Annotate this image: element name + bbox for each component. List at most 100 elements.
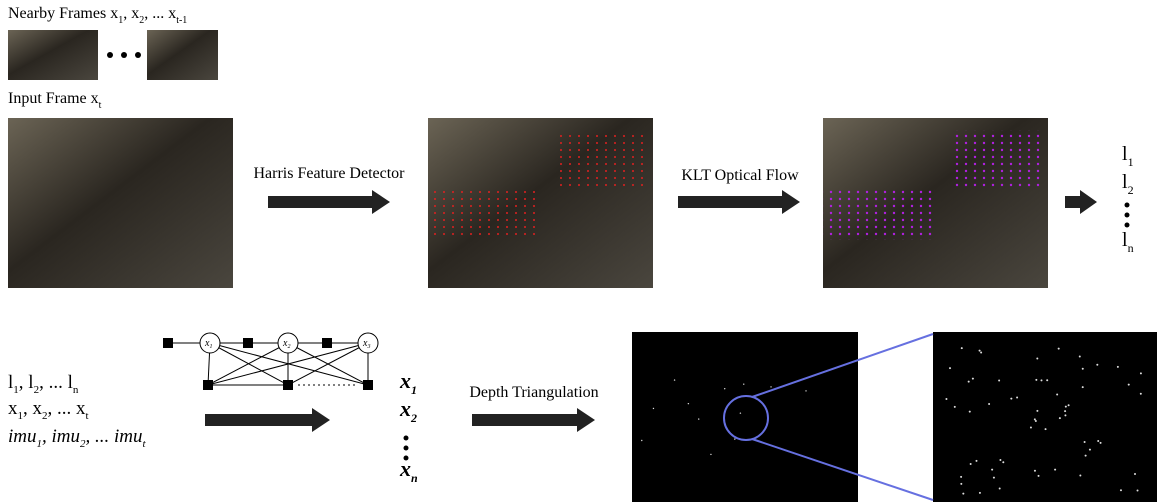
depth-point: [1140, 372, 1142, 374]
input-list: x1, x2, ... xt: [8, 398, 89, 422]
depth-point: [1064, 410, 1066, 412]
depth-point: [993, 477, 995, 479]
input-list: imu1, imu2, ... imut: [8, 426, 147, 450]
depth-point: [641, 440, 642, 441]
subscript: t: [143, 438, 147, 450]
depth-point: [980, 352, 982, 354]
subscript: 1: [1128, 155, 1134, 169]
label-text: , x: [23, 398, 43, 419]
subscript: 2: [287, 344, 290, 350]
label-text: x: [399, 456, 411, 481]
klt-label: KLT Optical Flow: [681, 167, 799, 184]
label-text: x: [399, 368, 411, 393]
depth-point: [740, 412, 741, 413]
depth-point: [1068, 404, 1070, 406]
nearby-frame: [8, 30, 98, 80]
depth-point: [1137, 489, 1139, 491]
depth-point: [1035, 379, 1037, 381]
landmark: l1: [1122, 143, 1134, 169]
depth-point: [954, 406, 956, 408]
depth-point: [960, 476, 962, 478]
tracked-points: [955, 130, 1045, 190]
label-text: , x: [123, 5, 139, 22]
depth-point: [960, 483, 962, 485]
depth-point: [734, 438, 735, 439]
subscript: 2: [1128, 183, 1134, 197]
depth-point: [1128, 384, 1130, 386]
depth-point: [710, 454, 711, 455]
factor-graph: [168, 333, 378, 385]
depth-point: [1056, 394, 1058, 396]
subscript: t-1: [176, 15, 187, 26]
nearby-frame: [147, 30, 218, 80]
depth-point: [1065, 406, 1067, 408]
depth-point: [724, 388, 725, 389]
ellipsis: [107, 52, 141, 58]
tracked-points: [823, 190, 933, 240]
depth-point: [991, 469, 993, 471]
input-frame-label: Input Frame xt: [8, 90, 102, 111]
depth-point: [979, 350, 981, 352]
depth-point: [1002, 461, 1004, 463]
depth-point: [1016, 397, 1018, 399]
subscript: 2: [410, 411, 417, 425]
subscript: n: [411, 471, 418, 485]
label-text: , ... x: [48, 398, 87, 419]
depth-point: [1040, 379, 1042, 381]
depth-point: [674, 379, 675, 380]
feature-points: [560, 130, 650, 190]
depth-point: [998, 380, 1000, 382]
harris-label: Harris Feature Detector: [253, 165, 405, 182]
label-text: , ... imu: [86, 426, 143, 447]
depth-point: [970, 463, 972, 465]
landmark: ln: [1122, 229, 1134, 255]
depth-point: [961, 347, 963, 349]
landmark: l2: [1122, 171, 1134, 197]
input-frame-image: [8, 118, 233, 288]
nearby-frames-label: Nearby Frames x1, x2, ... xt-1: [8, 5, 187, 26]
depth-point: [1036, 410, 1038, 412]
depth-point: [949, 367, 951, 369]
subscript: n: [73, 384, 79, 396]
label-text: , ... x: [144, 5, 176, 22]
depth-point: [1089, 449, 1091, 451]
depth-map: [632, 332, 858, 502]
output: xn: [399, 456, 418, 485]
subscript: n: [1128, 241, 1134, 255]
depth-point: [999, 487, 1001, 489]
depth-point: [1079, 355, 1081, 357]
depth-point: [1034, 470, 1036, 472]
output: x2: [399, 396, 417, 425]
feature-points: [428, 190, 538, 240]
depth-point: [1082, 368, 1084, 370]
depth-point: [1097, 440, 1099, 442]
depth-point: [969, 411, 971, 413]
label-text: , ... l: [39, 372, 73, 393]
label-text: Input Frame x: [8, 90, 99, 107]
depth-point: [1054, 469, 1056, 471]
depth-point: [1085, 455, 1087, 457]
depth-point: [1010, 398, 1012, 400]
depth-point: [688, 403, 689, 404]
label-text: x: [8, 398, 18, 419]
subscript: t: [86, 410, 89, 422]
depth-point: [975, 460, 977, 462]
diagram: Nearby Frames x1, x2, ... xt-1 Input Fram…: [0, 0, 1157, 502]
depth-point: [698, 418, 699, 419]
depth-point: [1134, 473, 1136, 475]
depth-point: [1079, 474, 1081, 476]
depth-point: [945, 398, 947, 400]
depth-point: [972, 378, 974, 380]
depth-point: [968, 381, 970, 383]
input-list: l1, l2, ... ln: [8, 372, 79, 396]
label-text: , imu: [42, 426, 80, 447]
depth-point: [1046, 379, 1048, 381]
subscript: 3: [366, 344, 370, 350]
depth-point: [805, 390, 806, 391]
subscript: 1: [209, 344, 212, 350]
label-text: imu: [8, 426, 37, 447]
factor-squares: [163, 338, 373, 390]
depth-point: [1045, 428, 1047, 430]
label-text: , l: [19, 372, 34, 393]
landmark-dots: [1125, 203, 1130, 228]
